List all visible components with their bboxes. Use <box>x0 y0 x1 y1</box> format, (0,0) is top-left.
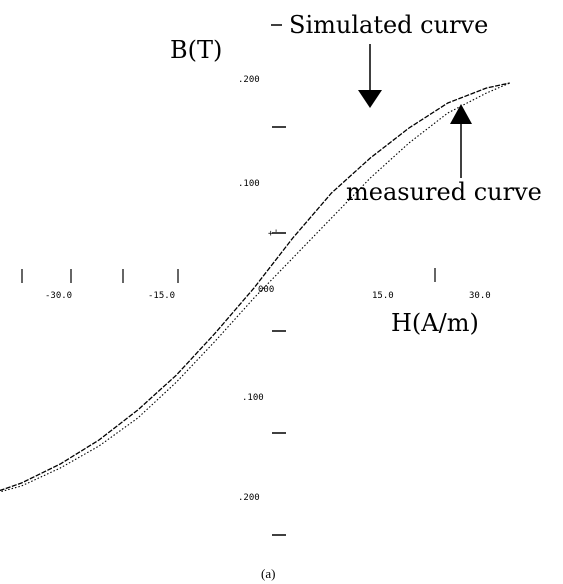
y-axis-label: B(T) <box>170 36 222 64</box>
measured-curve-line <box>0 82 511 493</box>
x-tick-label: 30.0 <box>469 291 491 301</box>
x-tick-label: -15.0 <box>148 291 175 301</box>
y-tick-marks <box>272 126 286 536</box>
figure-caption: (a) <box>261 566 275 581</box>
measured-curve-label: measured curve <box>346 178 542 206</box>
measured-arrow <box>450 104 472 178</box>
curves <box>0 82 511 493</box>
simulated-curve-label: Simulated curve <box>289 11 488 39</box>
origin-marker: +' <box>268 229 279 239</box>
x-tick-label: -30.0 <box>45 291 72 301</box>
y-tick-label: .200 <box>238 75 260 85</box>
y-tick-label: .100 <box>238 179 260 189</box>
simulated-arrow <box>358 44 382 108</box>
y-tick-label: .100 <box>242 393 264 403</box>
y-tick-label: .200 <box>238 493 260 503</box>
x-tick-label: 000 <box>258 285 274 295</box>
x-axis-label: H(A/m) <box>391 309 479 337</box>
x-tick-label: 15.0 <box>372 291 394 301</box>
simulated-curve-line <box>0 82 510 492</box>
x-tick-marks <box>21 268 436 283</box>
